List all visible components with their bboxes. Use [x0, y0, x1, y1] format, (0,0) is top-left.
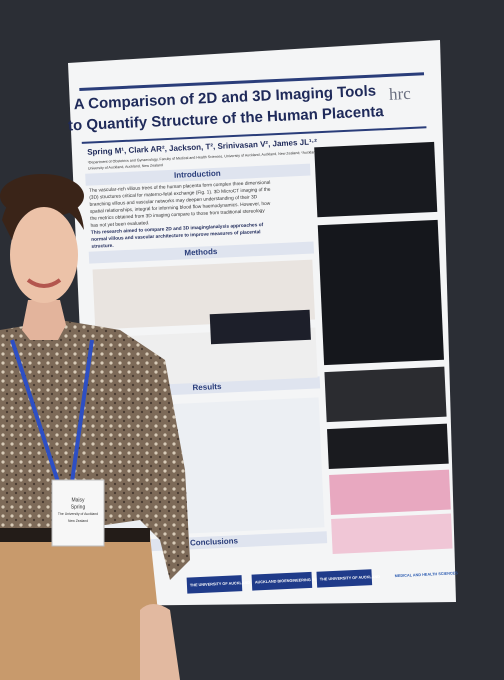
badge-text: Maisy — [71, 497, 85, 503]
section-band — [88, 241, 315, 264]
logo-text: AUCKLAND BIOENGINEERING INSTITUTE — [255, 577, 332, 584]
logo-text: THE UNIVERSITY OF AUCKLAND — [320, 575, 380, 582]
figure-image — [314, 141, 438, 218]
section-heading: Methods — [184, 247, 218, 258]
figure-image — [327, 423, 449, 470]
logo-text: MEDICAL AND HEALTH SCIENCES — [395, 571, 459, 578]
face — [10, 207, 78, 303]
figure-image — [329, 469, 451, 515]
trousers — [0, 535, 165, 680]
logo-box — [251, 571, 313, 591]
name-badge — [51, 479, 105, 547]
hair-front — [2, 189, 84, 240]
section-heading: Introduction — [174, 169, 221, 180]
figure-image — [324, 366, 447, 423]
section-heading: Conclusions — [190, 536, 239, 547]
badge-text: The University of Auckland — [58, 512, 98, 516]
figure-block — [92, 259, 316, 330]
hrc-logo: hrc — [389, 84, 412, 104]
hand — [140, 604, 180, 680]
figure-image — [331, 513, 453, 554]
badge-text: New Zealand — [68, 519, 88, 523]
section-band — [85, 163, 311, 186]
logo-box — [391, 565, 453, 585]
badge-text: Spring — [71, 504, 86, 510]
section-text: has not yet been evaluated. — [90, 220, 149, 229]
figure-image — [317, 219, 444, 366]
affiliation: University of Auckland, Auckland, New Ze… — [88, 163, 163, 170]
neck — [22, 300, 66, 340]
title-rule — [79, 72, 425, 91]
section-band — [101, 531, 328, 554]
lanyard — [10, 339, 94, 483]
logo-text: THE UNIVERSITY OF AUCKLAND — [190, 581, 250, 588]
smile — [26, 278, 62, 288]
figure-block — [209, 309, 311, 345]
section-heading: Results — [192, 382, 222, 392]
logo-box — [186, 575, 243, 594]
title-rule — [81, 126, 427, 144]
blouse-pattern — [0, 320, 190, 580]
logo-box — [316, 569, 373, 588]
section-text: structure. — [91, 243, 113, 250]
